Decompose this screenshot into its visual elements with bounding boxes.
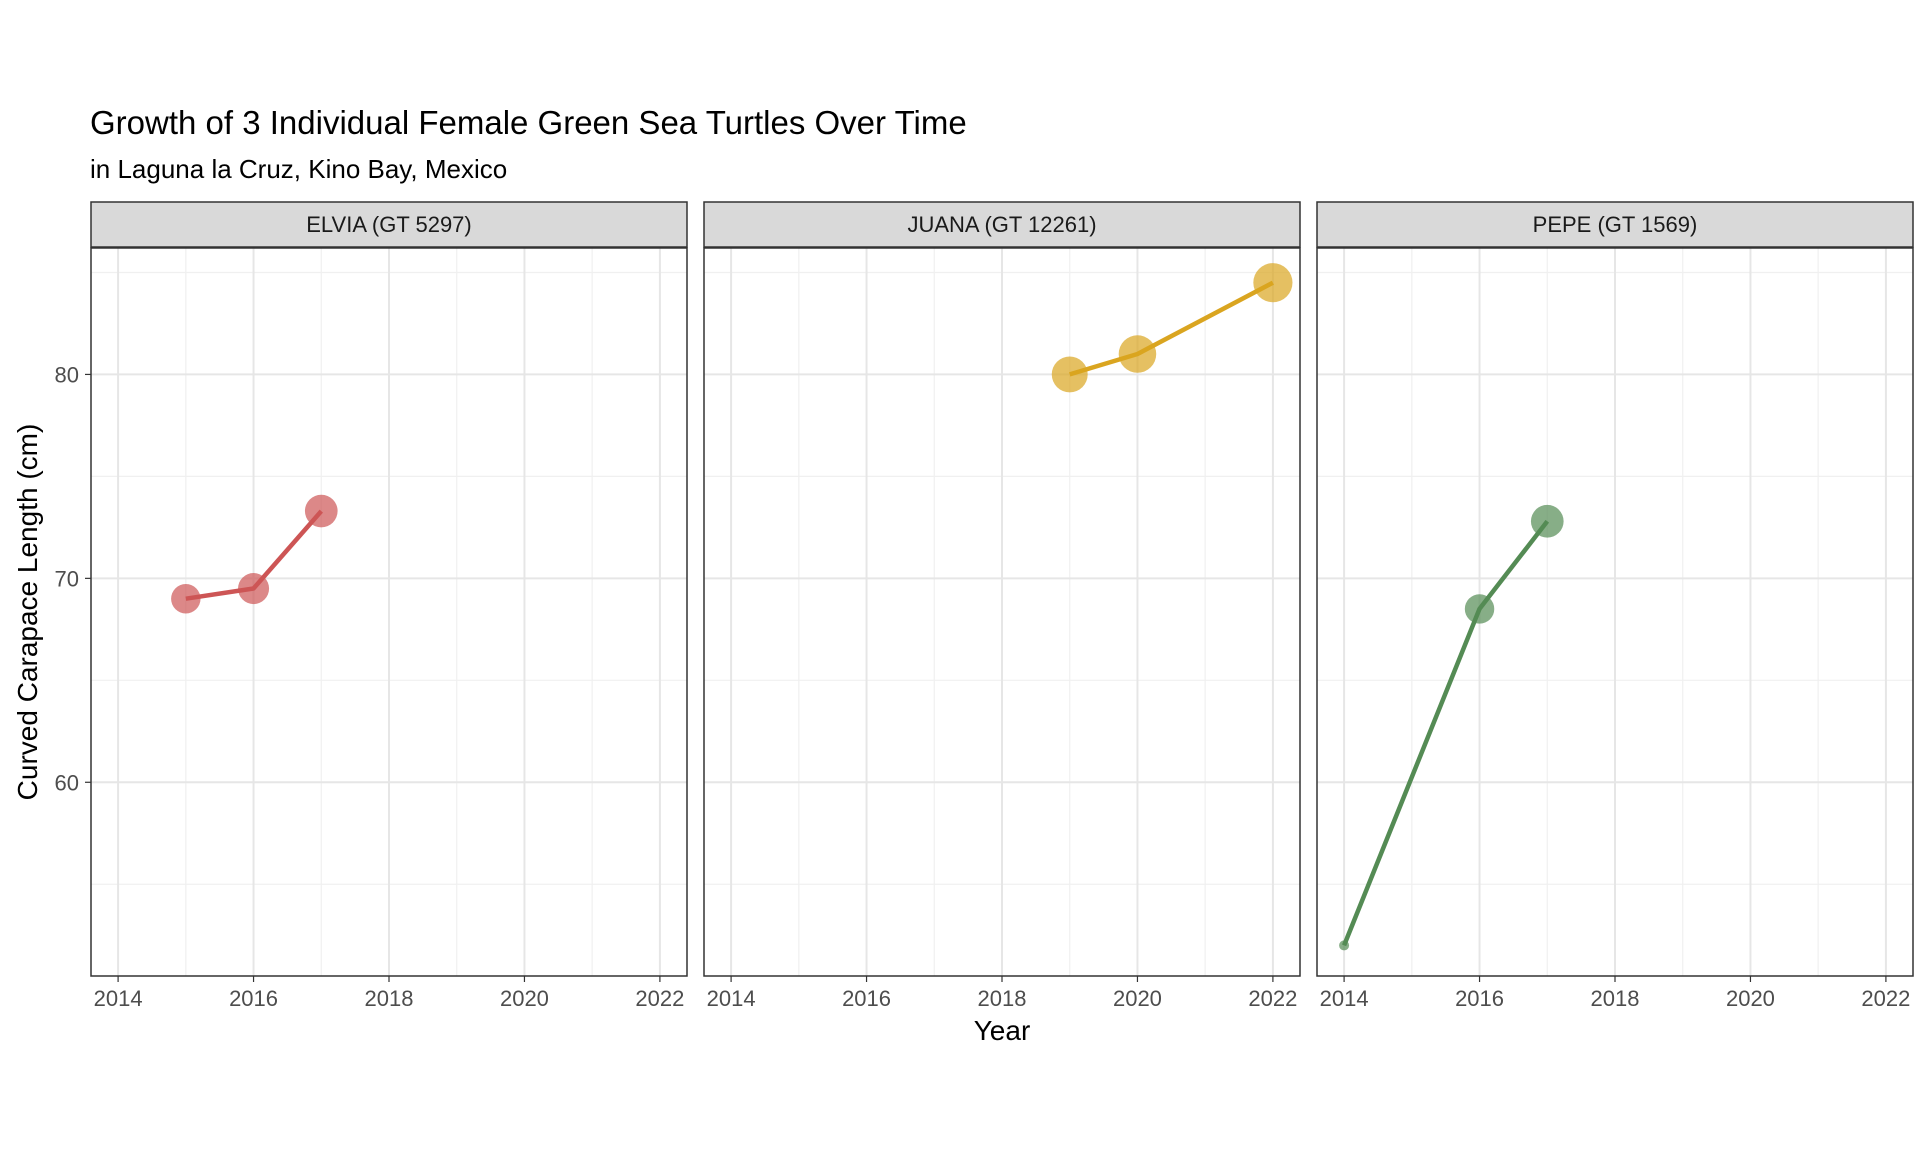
x-tick-label: 2018	[1591, 986, 1640, 1011]
x-tick-label: 2020	[1726, 986, 1775, 1011]
chart-subtitle: in Laguna la Cruz, Kino Bay, Mexico	[90, 154, 507, 184]
x-tick-label: 2016	[842, 986, 891, 1011]
data-point	[171, 584, 201, 614]
y-tick-label: 70	[55, 566, 79, 591]
x-tick-label: 2014	[1320, 986, 1369, 1011]
data-point	[1051, 356, 1088, 393]
data-point	[1253, 263, 1293, 303]
data-point	[304, 494, 338, 528]
facet-strip-label: PEPE (GT 1569)	[1533, 212, 1698, 237]
x-axis-title: Year	[974, 1015, 1031, 1046]
facet-strip-label: ELVIA (GT 5297)	[306, 212, 472, 237]
facet-strip	[1316, 201, 1914, 248]
y-tick-label: 80	[55, 362, 79, 387]
x-tick-label: 2018	[978, 986, 1027, 1011]
data-point	[1118, 335, 1157, 373]
data-point	[1339, 940, 1350, 951]
data-point	[238, 573, 270, 605]
chart-title: Growth of 3 Individual Female Green Sea …	[90, 104, 967, 141]
y-axis-title: Curved Carapace Length (cm)	[12, 424, 43, 801]
data-point	[1464, 594, 1495, 624]
facet-panel: PEPE (GT 1569) 2014 2016 2018 2020 2022	[1316, 201, 1914, 1011]
facet-strip-label: JUANA (GT 12261)	[907, 212, 1096, 237]
facet-panels: 60 70 80 ELVIA (GT 5297) 2014 2016 2018 2020 202…	[55, 201, 1914, 1011]
x-tick-label: 2016	[1455, 986, 1504, 1011]
facet-strip	[703, 201, 1301, 248]
x-tick-label: 2022	[635, 986, 684, 1011]
x-tick-label: 2014	[707, 986, 756, 1011]
facet-panel: ELVIA (GT 5297) 2014 2016 2018 2020 2022	[90, 201, 688, 1011]
x-tick-label: 2016	[229, 986, 278, 1011]
x-tick-label: 2020	[1113, 986, 1162, 1011]
x-tick-label: 2018	[365, 986, 414, 1011]
data-point	[1530, 504, 1564, 538]
x-tick-label: 2022	[1248, 986, 1297, 1011]
y-tick-label: 60	[55, 770, 79, 795]
facet-panel: JUANA (GT 12261) 2014 2016 2018 2020 2022	[703, 201, 1301, 1011]
x-tick-label: 2022	[1861, 986, 1910, 1011]
facet-strip	[90, 201, 688, 248]
x-tick-label: 2020	[500, 986, 549, 1011]
x-tick-label: 2014	[94, 986, 143, 1011]
